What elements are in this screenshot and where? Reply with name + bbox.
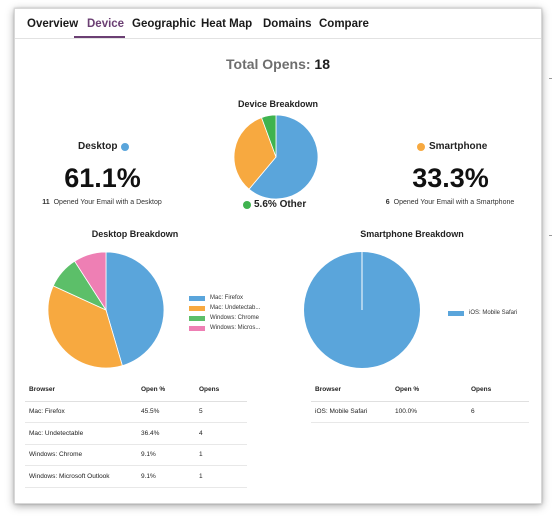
table-header-row: Browser Open % Opens [311, 379, 529, 402]
table-cell: Windows: Microsoft Outlook [25, 465, 137, 488]
table-cell: Mac: Undetectable [25, 422, 137, 445]
column-header: Browser [311, 379, 391, 402]
legend-item: Windows: Micros... [189, 323, 260, 333]
desktop-label: Desktop [78, 141, 130, 152]
tab-geographic[interactable]: Geographic [132, 18, 196, 30]
desktop-desc: Opened Your Email with a Desktop [53, 199, 162, 206]
smartphone-dot-icon [417, 142, 425, 151]
pie-slice [74, 251, 107, 312]
other-dot-icon [243, 200, 251, 209]
pie-slice [47, 285, 123, 369]
desktop-dot-icon [121, 142, 130, 151]
desktop-legend: Mac: Firefox Mac: Undetectab... Windows:… [189, 293, 260, 333]
legend-label: Mac: Undetectab... [210, 305, 261, 311]
table-cell: 9.1% [137, 465, 195, 488]
other-text: 5.6% Other [254, 199, 307, 210]
column-header: Open % [137, 379, 195, 402]
tab-domains[interactable]: Domains [263, 18, 312, 30]
table-cell: 36.4% [137, 422, 195, 445]
legend-label: iOS: Mobile Safari [469, 310, 518, 316]
column-header: Opens [195, 379, 247, 402]
desktop-label-text: Desktop [78, 141, 118, 152]
desktop-breakdown-title: Desktop Breakdown [91, 229, 179, 239]
report-panel: Overview Device Geographic Heat Map Doma… [14, 8, 542, 504]
table-cell: iOS: Mobile Safari [311, 401, 391, 423]
edge-marker [549, 78, 552, 79]
smartphone-count: 6 [385, 199, 390, 206]
total-opens-value: 18 [314, 56, 330, 72]
tab-overview[interactable]: Overview [27, 18, 79, 30]
table-row: Mac: Firefox 45.5% 5 [25, 401, 247, 423]
desktop-browser-table: Browser Open % Opens Mac: Firefox 45.5% … [25, 379, 247, 488]
table-cell: Mac: Firefox [25, 401, 137, 423]
legend-label: Windows: Micros... [210, 325, 261, 331]
tab-heat-map[interactable]: Heat Map [201, 18, 253, 30]
legend-swatch [189, 325, 205, 331]
device-breakdown-title: Device Breakdown [237, 99, 319, 109]
total-opens: Total Opens: 18 [15, 56, 541, 72]
legend-swatch [448, 310, 464, 316]
tab-bar: Overview Device Geographic Heat Map Doma… [15, 9, 541, 39]
legend-item: iOS: Mobile Safari [448, 308, 517, 318]
table-row: iOS: Mobile Safari 100.0% 6 [311, 401, 529, 423]
smartphone-summary: 6 Opened Your Email with a Smartphone [375, 199, 525, 206]
smartphone-percent: 33.3% [412, 163, 489, 193]
edge-marker [549, 235, 552, 236]
pie-slice [261, 114, 277, 158]
legend-swatch [189, 295, 205, 301]
legend-item: Mac: Firefox [189, 293, 260, 303]
smartphone-desc: Opened Your Email with a Smartphone [393, 199, 515, 206]
desktop-percent: 61.1% [64, 163, 141, 193]
smartphone-legend: iOS: Mobile Safari [448, 308, 517, 318]
legend-swatch [189, 305, 205, 311]
column-header: Browser [25, 379, 137, 402]
table-cell: 1 [195, 444, 247, 466]
column-header: Opens [467, 379, 529, 402]
tab-compare[interactable]: Compare [319, 18, 369, 30]
desktop-summary: 11 Opened Your Email with a Desktop [27, 199, 177, 206]
table-row: Windows: Chrome 9.1% 1 [25, 444, 247, 466]
legend-label: Windows: Chrome [210, 315, 260, 321]
table-cell: 6 [467, 401, 529, 423]
table-row: Mac: Undetectable 36.4% 4 [25, 422, 247, 445]
legend-item: Mac: Undetectab... [189, 303, 260, 313]
smartphone-label: Smartphone [417, 141, 487, 152]
table-cell: 100.0% [391, 401, 467, 423]
legend-label: Mac: Firefox [210, 295, 244, 301]
desktop-count: 11 [42, 199, 50, 206]
legend-item: Windows: Chrome [189, 313, 260, 323]
table-cell: 5 [195, 401, 247, 423]
smartphone-label-text: Smartphone [429, 141, 488, 152]
table-cell: 45.5% [137, 401, 195, 423]
active-tab-indicator [74, 36, 125, 38]
column-header: Open % [391, 379, 467, 402]
smartphone-breakdown-title: Smartphone Breakdown [360, 229, 464, 239]
other-label: 5.6% Other [243, 199, 306, 210]
smartphone-browser-table: Browser Open % Opens iOS: Mobile Safari … [311, 379, 529, 423]
table-cell: 4 [195, 422, 247, 445]
table-cell: 9.1% [137, 444, 195, 466]
table-header-row: Browser Open % Opens [25, 379, 247, 402]
pie-slice [233, 117, 277, 190]
table-cell: 1 [195, 465, 247, 488]
total-opens-label: Total Opens: [226, 56, 311, 72]
table-row: Windows: Microsoft Outlook 9.1% 1 [25, 465, 247, 488]
desktop-breakdown-pie [47, 251, 165, 369]
smartphone-breakdown-pie [304, 252, 420, 368]
pie-slice [248, 114, 319, 200]
device-breakdown-pie [233, 114, 319, 200]
pie-slice [105, 251, 165, 367]
tab-device[interactable]: Device [87, 18, 125, 30]
table-cell: Windows: Chrome [25, 444, 137, 466]
legend-swatch [189, 315, 205, 321]
